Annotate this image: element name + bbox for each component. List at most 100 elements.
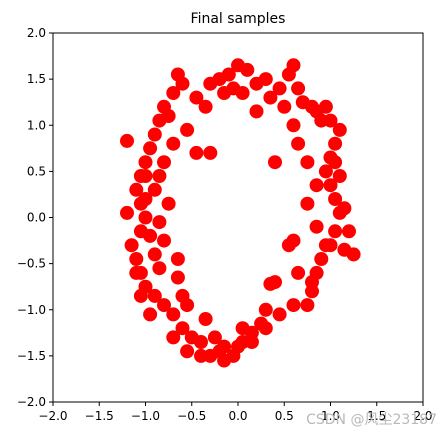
y-tick-label: −1.5 — [17, 349, 46, 363]
scatter-point — [147, 288, 162, 303]
y-tick-label: 1.5 — [27, 72, 46, 86]
scatter-point — [143, 141, 158, 156]
scatter-point — [166, 86, 181, 100]
scatter-point — [332, 169, 347, 183]
x-tick-label: 2.0 — [413, 409, 432, 423]
x-tick-label: 0.0 — [228, 409, 247, 423]
scatter-point — [147, 182, 162, 197]
y-tick-label: −0.5 — [17, 257, 46, 271]
points-layer — [120, 58, 361, 368]
scatter-point — [138, 155, 153, 170]
y-tick-label: 2.0 — [27, 26, 46, 40]
scatter-point — [263, 276, 278, 291]
scatter-point — [258, 321, 273, 336]
scatter-point — [217, 86, 232, 100]
scatter-point — [328, 136, 343, 151]
scatter-point — [332, 122, 347, 137]
scatter-point — [328, 155, 343, 170]
scatter-point — [161, 109, 176, 123]
scatter-point — [143, 307, 158, 322]
scatter-point — [157, 298, 171, 313]
scatter-point — [120, 205, 134, 220]
scatter-point — [263, 90, 278, 105]
scatter-point — [346, 247, 361, 262]
scatter-point — [231, 339, 245, 354]
scatter-point — [249, 104, 264, 119]
y-axis: −2.0 −1.5 −1.0 −0.5 0.0 0.5 1.0 1.5 2.0 — [17, 26, 53, 409]
scatter-point — [180, 298, 195, 313]
scatter-point — [221, 67, 236, 82]
scatter-point — [138, 210, 153, 225]
scatter-point — [189, 145, 204, 160]
scatter-point — [244, 335, 259, 349]
x-tick-label: −2.0 — [38, 409, 67, 423]
scatter-point — [240, 62, 255, 77]
y-tick-label: 0.5 — [27, 164, 46, 178]
scatter-point — [207, 330, 222, 345]
scatter-point — [166, 307, 181, 322]
scatter-point — [300, 196, 315, 211]
x-axis: −2.0 −1.5 −1.0 −0.5 0.0 0.5 1.0 1.5 2.0 — [38, 402, 433, 423]
scatter-point — [129, 252, 144, 266]
scatter-point — [198, 312, 213, 326]
scatter-point — [337, 201, 352, 216]
scatter-point — [180, 122, 195, 137]
scatter-point — [286, 298, 301, 313]
scatter-point — [147, 247, 162, 262]
scatter-point — [152, 215, 167, 230]
scatter-point — [277, 99, 292, 114]
scatter-point — [291, 136, 306, 151]
x-tick-label: −1.0 — [131, 409, 160, 423]
scatter-point — [328, 192, 343, 206]
scatter-point — [161, 196, 176, 211]
scatter-point — [129, 182, 144, 197]
scatter-point — [129, 265, 144, 280]
scatter-point — [170, 252, 185, 266]
scatter-point — [189, 90, 204, 105]
scatter-point — [212, 344, 227, 359]
scatter-point — [309, 178, 324, 193]
x-tick-label: 0.5 — [275, 409, 294, 423]
scatter-point — [124, 238, 139, 253]
scatter-point — [286, 118, 301, 133]
watermark-text: CSDN @风尘23187 — [306, 412, 437, 428]
scatter-point — [203, 145, 218, 160]
scatter-point — [175, 76, 190, 91]
scatter-point — [175, 321, 190, 336]
scatter-point — [143, 228, 158, 243]
scatter-point — [258, 302, 273, 317]
chart-title: Final samples — [191, 11, 286, 27]
scatter-point — [272, 307, 287, 322]
scatter-point — [305, 275, 319, 290]
scatter-point — [138, 192, 153, 206]
scatter-point — [318, 164, 333, 179]
y-tick-label: 0.0 — [27, 211, 46, 225]
scatter-point — [342, 224, 356, 239]
scatter-point — [166, 136, 181, 151]
y-tick-label: −1.0 — [17, 303, 46, 317]
x-tick-label: −1.5 — [85, 409, 114, 423]
scatter-point — [133, 288, 148, 303]
scatter-point — [147, 127, 162, 142]
scatter-point — [300, 298, 315, 313]
scatter-point — [194, 348, 208, 363]
scatter-point — [272, 81, 287, 96]
scatter-point — [157, 155, 171, 170]
scatter-point — [120, 133, 134, 148]
x-tick-label: 1.5 — [367, 409, 386, 423]
scatter-point — [198, 99, 213, 114]
scatter-point — [170, 270, 185, 285]
scatter-point — [157, 233, 171, 248]
scatter-point — [318, 238, 333, 253]
scatter-point — [291, 81, 306, 96]
scatter-point — [286, 58, 301, 73]
x-tick-label: 1.0 — [321, 409, 340, 423]
scatter-point — [152, 169, 167, 183]
x-tick-label: −0.5 — [177, 409, 206, 423]
scatter-point — [281, 238, 296, 253]
scatter-point — [314, 252, 329, 266]
scatter-point — [328, 224, 343, 239]
scatter-point — [323, 178, 338, 193]
